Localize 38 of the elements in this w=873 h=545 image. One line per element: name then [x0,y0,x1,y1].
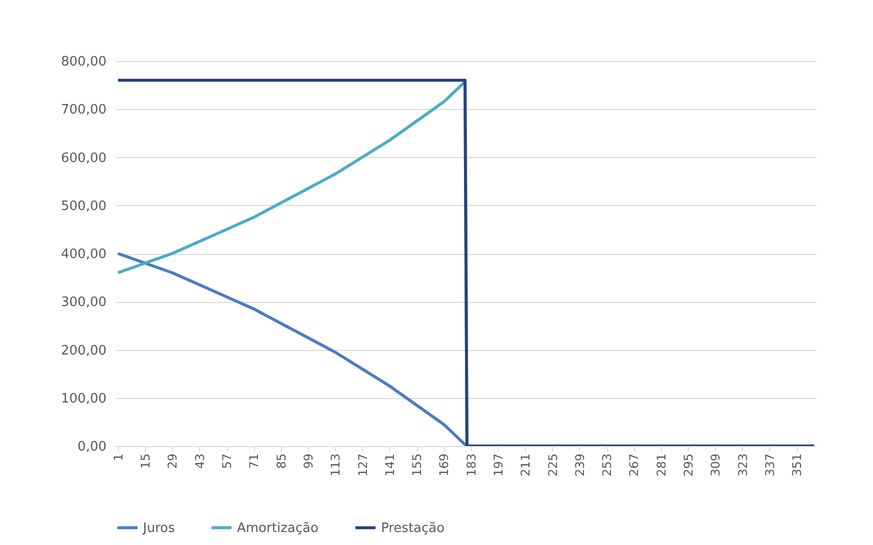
y-tick-label: 0,00 [78,440,106,454]
x-tick-label: 183 [464,454,478,476]
x-tick-label: 351 [790,454,804,476]
x-tick-label: 267 [627,454,642,476]
x-tick-label: 169 [437,454,452,476]
x-tick-label: 141 [382,454,397,476]
y-tick-label: 600,00 [61,150,106,166]
x-tick-label: 323 [736,454,750,476]
x-tick-label: 295 [682,454,696,476]
x-tick-label: 225 [546,454,560,476]
x-tick-label: 57 [220,454,234,469]
x-tick-label: 127 [356,454,370,476]
x-tick-label: 85 [274,454,288,469]
x-tick-label: 211 [518,454,533,476]
x-tick-label: 15 [138,454,153,469]
x-tick-label: 43 [192,454,207,469]
x-tick-label: 155 [410,454,424,476]
y-tick-label: 200,00 [61,343,106,358]
x-tick-label: 113 [328,454,343,476]
x-tick-label: 281 [654,454,668,476]
x-tick-label: 337 [762,454,777,476]
legend-label: Prestação [381,520,445,536]
x-tick-label: 197 [491,454,506,476]
y-tick-label: 400,00 [61,247,106,262]
x-tick-label: 1 [111,454,126,462]
y-tick-label: 300,00 [61,295,106,310]
legend-label: Amortização [237,520,318,536]
x-tick-label: 253 [600,454,614,476]
legend-label: Juros [142,520,176,536]
y-tick-label: 700,00 [61,102,106,118]
x-tick-label: 71 [247,454,262,469]
x-tick-label: 239 [572,454,587,476]
y-tick-label: 500,00 [61,198,106,214]
x-tick-label: 309 [708,454,723,476]
x-tick-label: 29 [166,454,180,469]
y-tick-label: 100,00 [61,391,106,406]
y-tick-label: 800,00 [61,54,106,70]
x-tick-label: 99 [301,454,316,469]
